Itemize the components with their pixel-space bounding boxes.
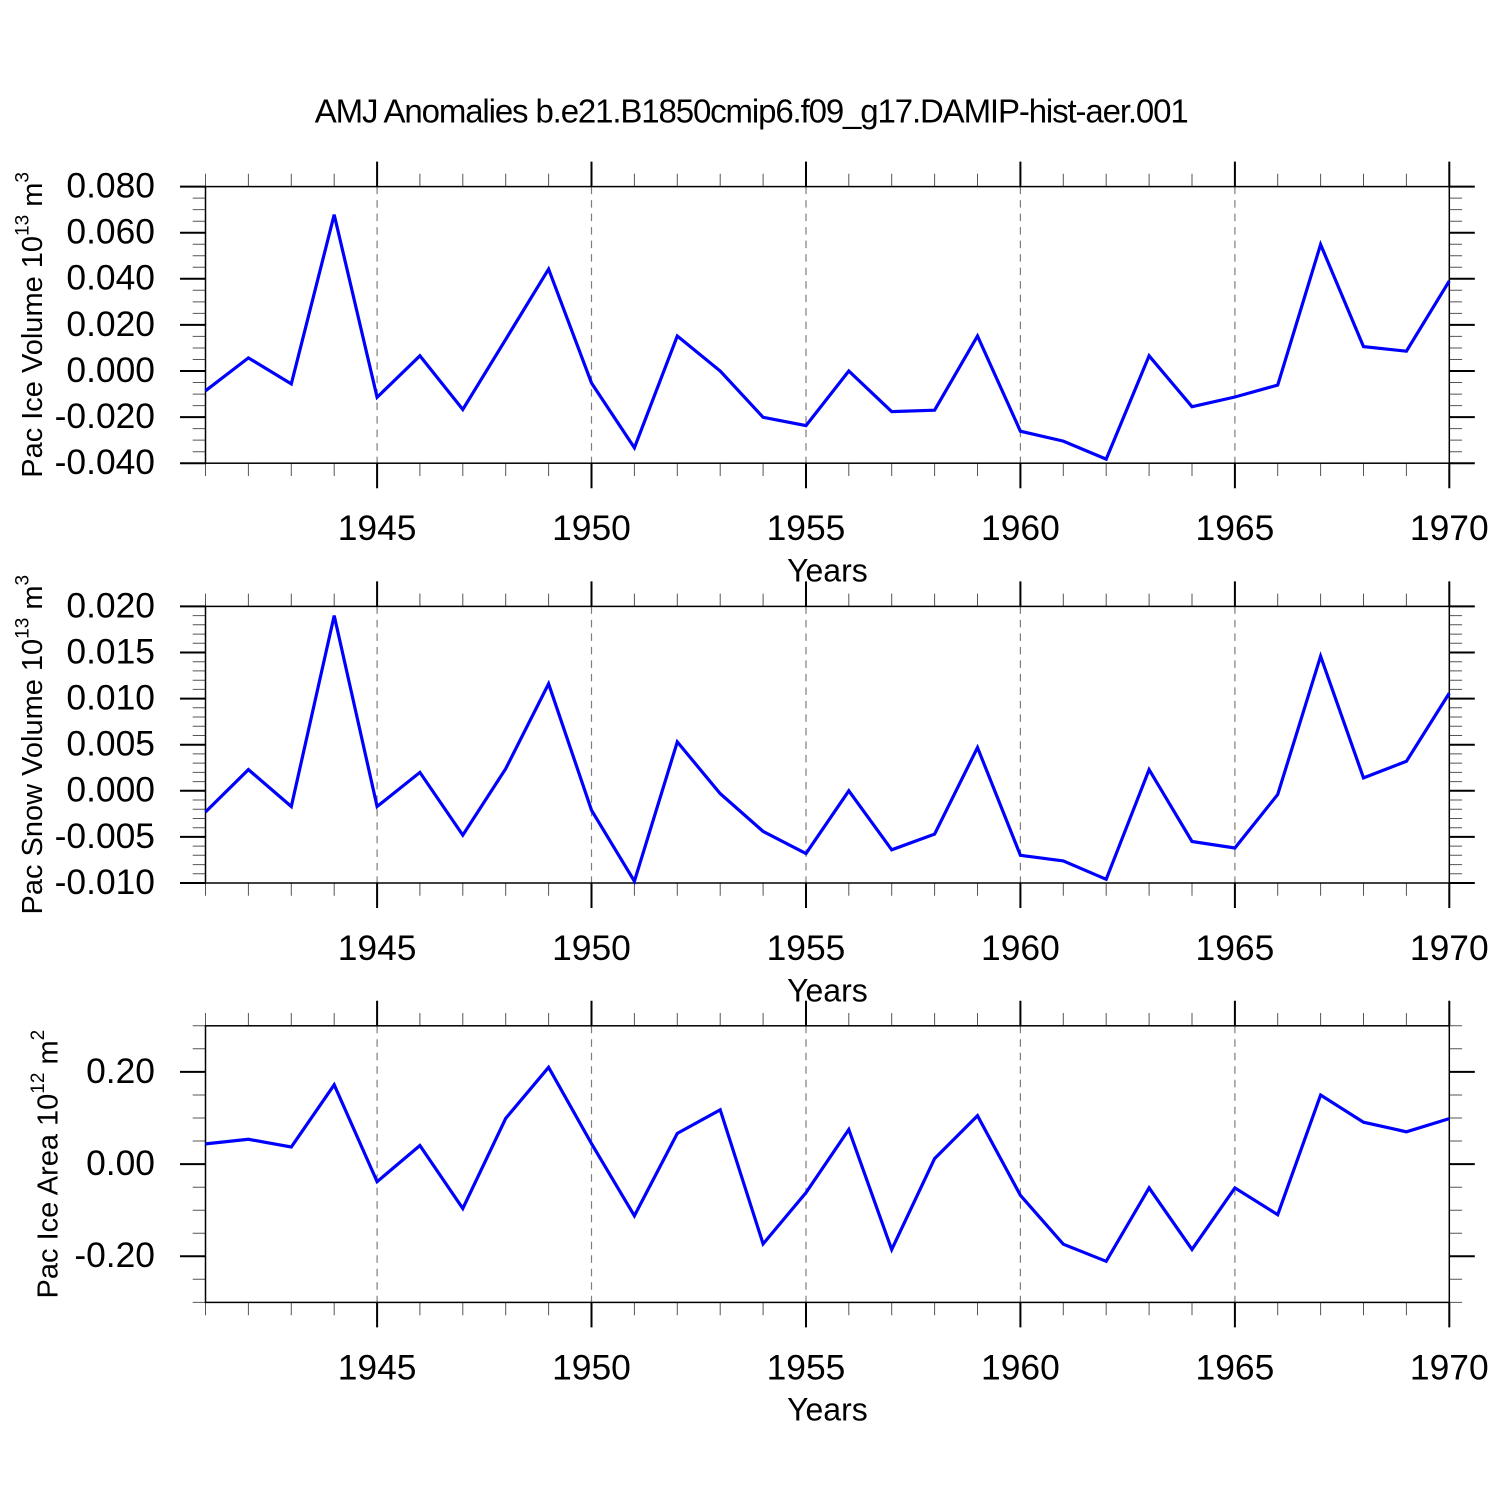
svg-text:-0.010: -0.010 [55,862,155,902]
svg-text:-0.040: -0.040 [55,442,155,482]
svg-text:1955: 1955 [767,508,846,548]
svg-text:1965: 1965 [1196,928,1275,968]
svg-text:0.000: 0.000 [66,770,155,810]
svg-text:0.20: 0.20 [86,1051,155,1091]
svg-text:1945: 1945 [338,1347,417,1387]
svg-text:0.020: 0.020 [66,585,155,625]
svg-text:1945: 1945 [338,508,417,548]
svg-text:1950: 1950 [552,1347,631,1387]
svg-text:-0.005: -0.005 [55,816,155,856]
svg-text:1950: 1950 [552,928,631,968]
svg-text:Pac Ice Area 1012 m2: Pac Ice Area 1012 m2 [28,1030,65,1299]
svg-text:0.015: 0.015 [66,631,155,671]
svg-text:0.020: 0.020 [66,304,155,344]
svg-text:1955: 1955 [767,928,846,968]
svg-text:AMJ Anomalies b.e21.B1850cmip6: AMJ Anomalies b.e21.B1850cmip6.f09_g17.D… [315,93,1189,130]
svg-text:Years: Years [787,553,868,589]
svg-text:-0.20: -0.20 [74,1235,155,1275]
svg-text:1970: 1970 [1410,1347,1489,1387]
svg-text:1955: 1955 [767,1347,846,1387]
svg-text:0.000: 0.000 [66,350,155,390]
svg-text:1960: 1960 [981,928,1060,968]
svg-text:1960: 1960 [981,1347,1060,1387]
svg-text:0.00: 0.00 [86,1143,155,1183]
svg-text:Years: Years [787,1392,868,1428]
svg-text:0.060: 0.060 [66,212,155,252]
svg-text:1970: 1970 [1410,508,1489,548]
svg-text:1960: 1960 [981,508,1060,548]
svg-text:1965: 1965 [1196,1347,1275,1387]
svg-text:1945: 1945 [338,928,417,968]
svg-text:1970: 1970 [1410,928,1489,968]
svg-text:1950: 1950 [552,508,631,548]
svg-text:Pac Ice Volume 1013 m3: Pac Ice Volume 1013 m3 [12,172,49,478]
svg-text:0.005: 0.005 [66,724,155,764]
svg-text:Years: Years [787,972,868,1008]
svg-text:-0.020: -0.020 [55,396,155,436]
svg-text:0.040: 0.040 [66,258,155,298]
svg-text:1965: 1965 [1196,508,1275,548]
svg-text:0.080: 0.080 [66,166,155,206]
svg-text:Pac Snow Volume 1013 m3: Pac Snow Volume 1013 m3 [12,575,49,915]
svg-text:0.010: 0.010 [66,678,155,718]
